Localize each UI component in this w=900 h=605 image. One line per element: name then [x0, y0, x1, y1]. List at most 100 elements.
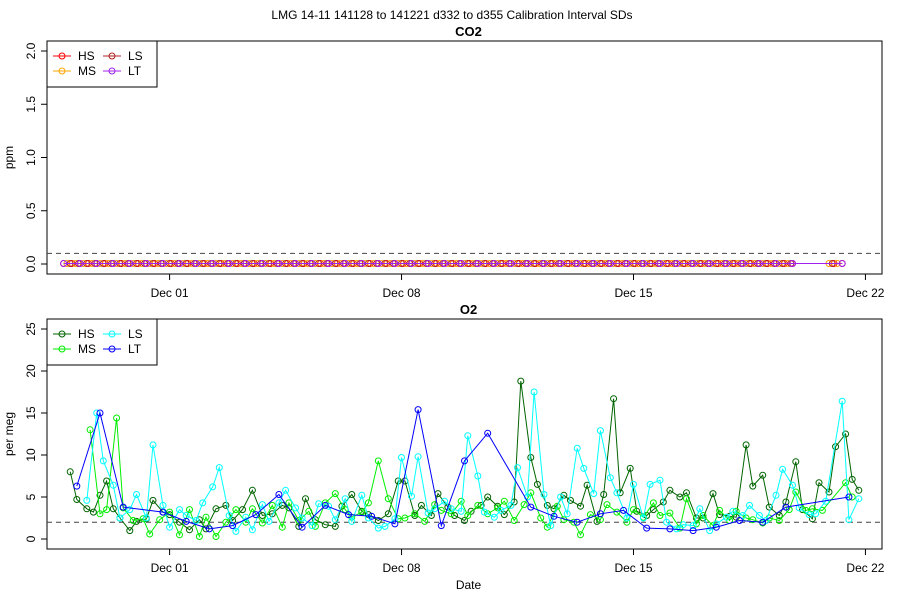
data-point: [630, 506, 637, 514]
data-point: [457, 260, 465, 267]
data-point: [209, 483, 217, 491]
data-point: [673, 260, 681, 267]
data-point: [401, 514, 409, 522]
data-point: [142, 260, 150, 267]
data-point: [348, 517, 356, 525]
data-point: [484, 429, 492, 437]
data-point: [358, 260, 366, 267]
y-tick-label: 0.5: [24, 202, 38, 219]
data-point: [689, 522, 697, 530]
legend-swatch-marker: [58, 67, 66, 75]
data-point: [408, 492, 415, 500]
data-point: [437, 522, 445, 530]
data-point: [567, 496, 574, 504]
data-point: [716, 506, 724, 514]
data-point: [384, 510, 392, 518]
data-point: [772, 260, 780, 267]
data-point: [457, 507, 465, 515]
data-point: [630, 480, 637, 488]
legend-swatch-marker: [58, 52, 66, 60]
data-point: [103, 506, 111, 514]
data-point: [765, 503, 773, 511]
data-point: [547, 522, 555, 530]
y-tick-label: 1.0: [24, 149, 38, 166]
x-tick-label: Dec 22: [846, 286, 884, 300]
data-point: [282, 486, 290, 494]
data-point: [421, 517, 429, 525]
data-point: [331, 522, 339, 530]
data-point: [348, 491, 356, 498]
y-axis-label: per meg: [2, 412, 16, 456]
data-point: [398, 454, 405, 461]
data-point: [649, 499, 657, 507]
data-point: [248, 526, 256, 534]
data-point: [656, 476, 664, 484]
data-point: [315, 500, 323, 508]
data-point: [311, 522, 319, 530]
data-point: [689, 260, 697, 267]
data-point: [639, 260, 647, 267]
data-point: [232, 527, 240, 535]
data-point: [248, 486, 256, 494]
y-tick-label: 1.5: [24, 96, 38, 113]
data-point: [447, 505, 455, 513]
data-point: [292, 260, 299, 267]
y-tick-label: 5: [24, 493, 38, 500]
data-point: [96, 409, 104, 417]
data-point: [838, 260, 846, 267]
data-point: [484, 510, 492, 518]
data-point: [166, 523, 174, 531]
data-point: [275, 260, 283, 267]
data-point: [381, 522, 389, 530]
data-point: [149, 496, 157, 504]
data-point: [225, 512, 233, 519]
data-point: [759, 518, 767, 526]
data-point: [321, 521, 329, 529]
data-point: [855, 495, 863, 503]
data-point: [222, 501, 230, 509]
data-point: [96, 510, 104, 518]
data-point: [133, 491, 140, 498]
data-point: [845, 516, 853, 524]
data-point: [683, 495, 690, 503]
data-point: [302, 495, 309, 503]
x-axis-label: Date: [456, 578, 482, 592]
data-point: [331, 516, 339, 524]
data-point: [749, 516, 757, 524]
data-point: [374, 457, 382, 465]
data-point: [275, 499, 283, 507]
data-point: [126, 506, 134, 514]
data-point: [722, 513, 730, 521]
panel-title: O2: [460, 302, 477, 317]
data-point: [93, 260, 101, 267]
data-point: [424, 509, 432, 517]
data-point: [159, 260, 167, 267]
data-point: [212, 505, 220, 513]
data-point: [530, 388, 538, 396]
data-point: [229, 522, 237, 530]
data-point: [606, 474, 614, 482]
data-point: [461, 517, 468, 524]
data-point: [497, 506, 505, 514]
data-point: [474, 501, 482, 509]
data-point: [444, 503, 452, 511]
data-point: [109, 481, 117, 489]
data-point: [116, 514, 124, 522]
data-point: [133, 517, 140, 525]
series-ms: [86, 414, 856, 540]
data-point: [441, 260, 449, 267]
data-point: [573, 260, 581, 267]
data-point: [345, 511, 352, 519]
x-tick-label: Dec 08: [383, 561, 421, 575]
data-point: [838, 397, 846, 405]
data-point: [696, 505, 704, 513]
data-point: [109, 505, 117, 513]
data-point: [142, 514, 150, 522]
data-point: [113, 414, 121, 422]
data-point: [755, 260, 763, 267]
x-tick-label: Dec 01: [151, 561, 189, 575]
data-point: [808, 505, 816, 513]
data-point: [500, 511, 508, 519]
data-point: [845, 493, 853, 501]
